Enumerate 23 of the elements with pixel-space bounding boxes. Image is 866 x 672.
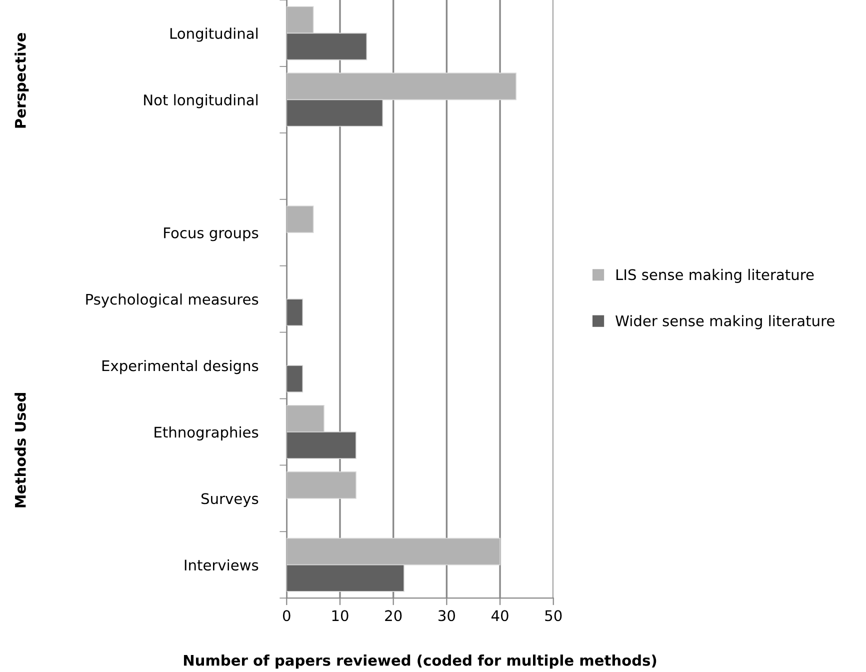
bar (286, 471, 356, 499)
y-tick-label: Interviews (184, 559, 258, 571)
x-tick-label: 40 (491, 610, 508, 622)
y-tick-label: Ethnographies (154, 426, 258, 441)
x-axis-title: Number of papers reviewed (coded for multiple methods) (184, 654, 656, 669)
text: Methods Used (14, 393, 26, 508)
legend-label: LIS sense making literature (616, 268, 814, 283)
y-tick-label: Psychological measures (86, 294, 258, 308)
x-tick-label: 50 (545, 610, 562, 622)
x-tick-label: 10 (332, 610, 348, 622)
bar (286, 365, 304, 392)
y-tick-label: Surveys (202, 493, 258, 507)
y-tick-label: Not longitudinal (144, 94, 258, 108)
text: Perspective (14, 32, 29, 128)
bar (286, 206, 314, 234)
x-tick-label: 20 (385, 610, 402, 622)
x-tick-label: 30 (438, 610, 455, 622)
y-tick-label: Longitudinal (170, 28, 258, 42)
y-tick-label: Experimental designs (102, 360, 258, 374)
x-tick-label: 0 (282, 610, 290, 622)
y-tick-label: Focus groups (164, 227, 258, 242)
legend-label: Wider sense making literature (616, 315, 834, 330)
bar (286, 298, 304, 326)
